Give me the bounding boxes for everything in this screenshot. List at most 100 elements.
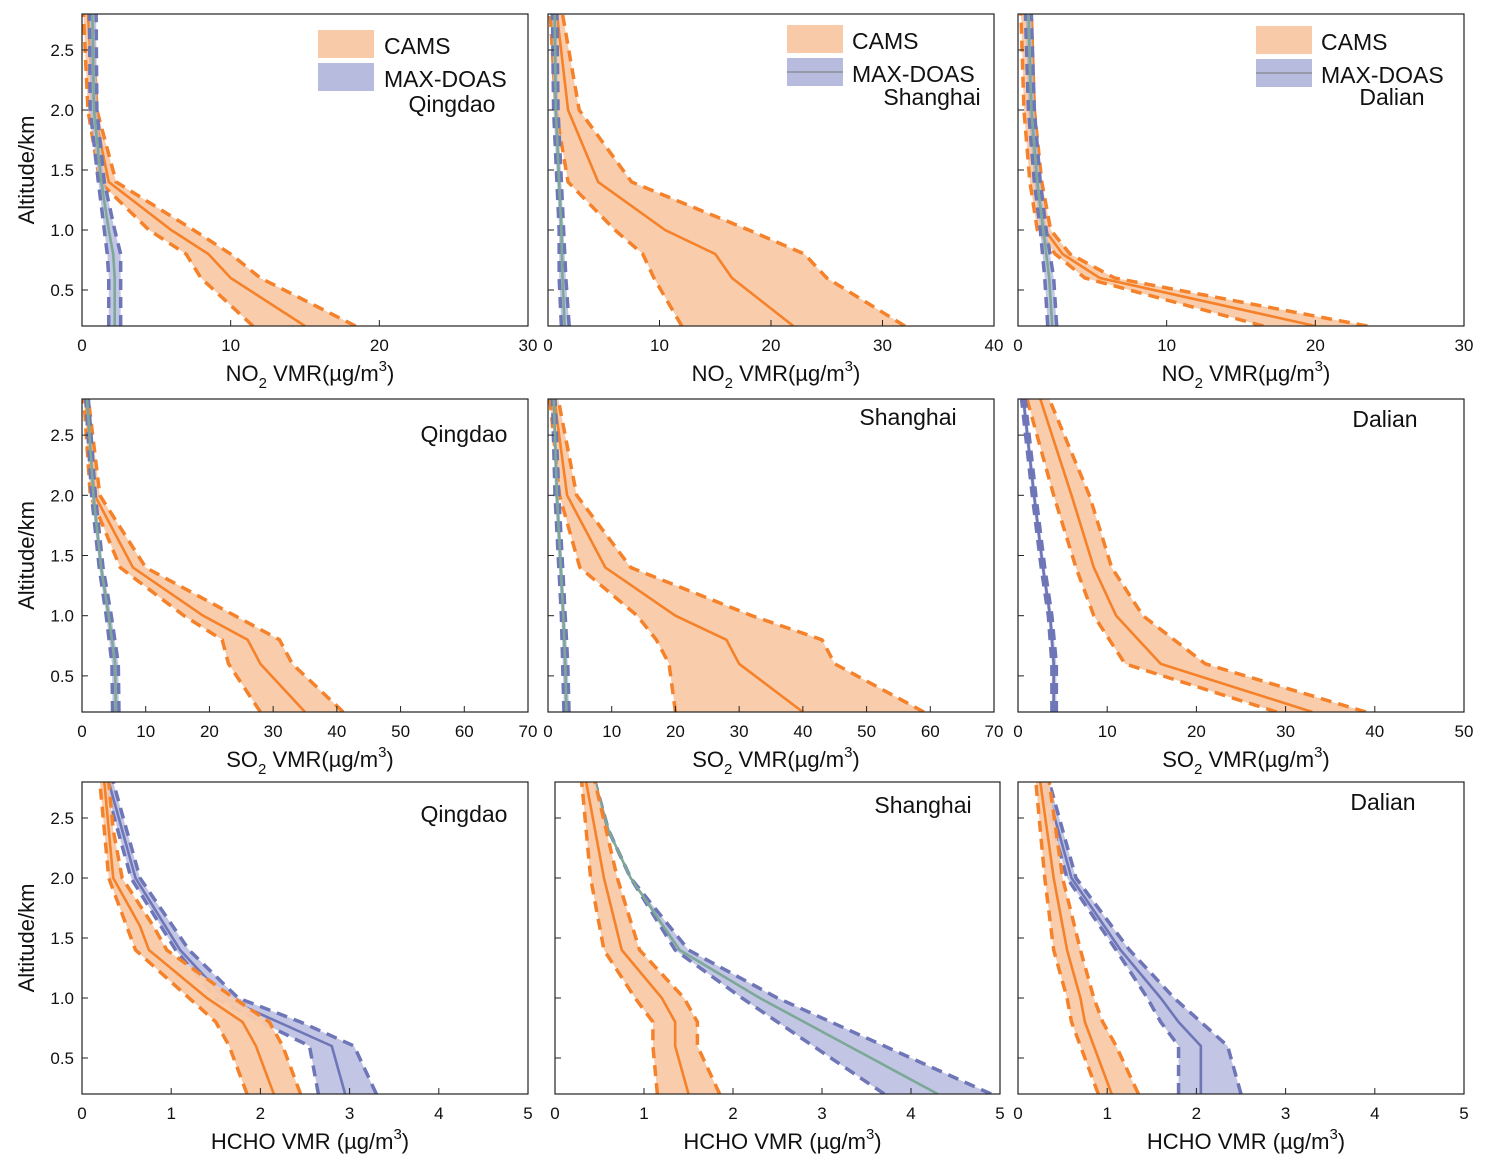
x-title-subscript: 2 [259,375,267,392]
city-label: Dalian [1359,84,1424,110]
y-tick-label: 1.0 [50,221,74,240]
x-tick-label: 10 [650,336,669,355]
x-tick-label: 3 [345,1104,354,1123]
x-tick-label: 2 [256,1104,265,1123]
maxdoas-mean-line [553,14,567,326]
x-title-close: ) [852,747,859,772]
x-tick-label: 10 [136,722,155,741]
cams-lower-bound [1034,782,1100,1094]
cams-range-band [581,782,720,1094]
maxdoas-upper-bound [553,399,571,712]
legend: CAMS MAX-DOAS [1256,26,1444,88]
x-tick-label: 4 [906,1104,915,1123]
x-tick-label: 50 [391,722,410,741]
x-tick-label: 2 [728,1104,737,1123]
x-title-superscript: 3 [393,1126,401,1143]
legend: CAMS MAX-DOAS [318,30,507,92]
y-tick-label: 1.0 [50,989,74,1008]
x-tick-label: 20 [370,336,389,355]
x-axis-title: NO2 VMR(µg/m3) [1162,358,1331,392]
x-axis-title: NO2 VMR(µg/m3) [226,358,395,392]
x-title-superscript: 3 [866,1126,874,1143]
x-title-units: VMR(µg/m [1202,747,1314,772]
x-title-close: ) [386,747,393,772]
cams-mean-line [1039,782,1113,1094]
x-title-main: NO [692,361,725,386]
x-tick-label: 30 [1276,722,1295,741]
y-tick-label: 2.0 [50,101,74,120]
x-tick-label: 0 [77,722,86,741]
x-tick-label: 10 [602,722,621,741]
x-tick-label: 5 [523,1104,532,1123]
x-title-main: SO [692,747,724,772]
x-tick-label: 20 [762,336,781,355]
y-tick-label: 0.5 [50,1049,74,1068]
x-tick-label: 40 [985,336,1004,355]
legend-cams-label: CAMS [852,28,918,54]
y-tick-label: 0.5 [50,281,74,300]
x-tick-label: 40 [793,722,812,741]
maxdoas-lower-bound [84,399,115,712]
x-title-subscript: 2 [725,375,733,392]
y-tick-label: 1.5 [50,161,74,180]
maxdoas-lower-bound [1023,14,1050,326]
x-tick-label: 0 [77,336,86,355]
cams-upper-bound [560,14,906,326]
x-title-units: VMR(µg/m [267,361,379,386]
city-label: Qingdao [421,421,508,447]
x-tick-label: 30 [519,336,538,355]
x-tick-label: 0 [550,1104,559,1123]
x-title-subscript: 2 [1195,375,1203,392]
maxdoas-upper-bound [593,782,992,1094]
maxdoas-mean-line [1022,399,1055,712]
cams-mean-line [103,782,275,1094]
legend-maxdoas-label: MAX-DOAS [1321,62,1444,88]
x-tick-label: 30 [1455,336,1474,355]
cams-upper-bound [86,399,345,712]
x-title-superscript: 3 [1329,1126,1337,1143]
cams-range-band [1026,399,1366,712]
x-title-superscript: 3 [845,358,853,375]
x-tick-label: 60 [921,722,940,741]
x-axis-title: SO2 VMR(µg/m3) [226,744,394,778]
x-tick-label: 0 [77,1104,86,1123]
maxdoas-lower-bound [550,399,566,712]
maxdoas-range-band [1040,782,1241,1094]
x-tick-label: 30 [730,722,749,741]
x-tick-label: 4 [434,1104,443,1123]
y-tick-label: 1.5 [50,547,74,566]
legend-cams-swatch [1256,26,1312,54]
x-title-units: VMR(µg/m [266,747,378,772]
x-tick-label: 70 [519,722,538,741]
x-title-close: ) [1338,1129,1345,1154]
y-tick-label: 2.0 [50,486,74,505]
cams-range-band [83,399,344,712]
cams-mean-line [584,782,690,1094]
city-label: Qingdao [409,91,496,117]
x-title-units: VMR(µg/m [1203,361,1315,386]
x-title-superscript: 3 [378,744,386,761]
x-tick-label: 20 [200,722,219,741]
maxdoas-mean-line [85,399,118,712]
cams-range-band [99,782,301,1094]
x-tick-label: 20 [1187,722,1206,741]
maxdoas-upper-bound [94,14,123,326]
x-tick-label: 1 [639,1104,648,1123]
maxdoas-lower-bound [593,782,886,1094]
x-title-main: HCHO VMR (µg/m [211,1129,394,1154]
city-label: Shanghai [859,404,956,430]
x-title-main: NO [1162,361,1195,386]
plot-area [548,14,906,326]
x-title-close: ) [402,1129,409,1154]
plot-area [548,399,925,712]
cams-mean-line [1039,399,1313,712]
cams-range-band [550,14,905,326]
x-title-main: SO [226,747,258,772]
plot-area [98,782,378,1094]
maxdoas-upper-bound [111,782,378,1094]
plot-area [82,399,345,712]
x-tick-label: 30 [264,722,283,741]
x-tick-label: 1 [166,1104,175,1123]
x-title-main: HCHO VMR (µg/m [1147,1129,1330,1154]
